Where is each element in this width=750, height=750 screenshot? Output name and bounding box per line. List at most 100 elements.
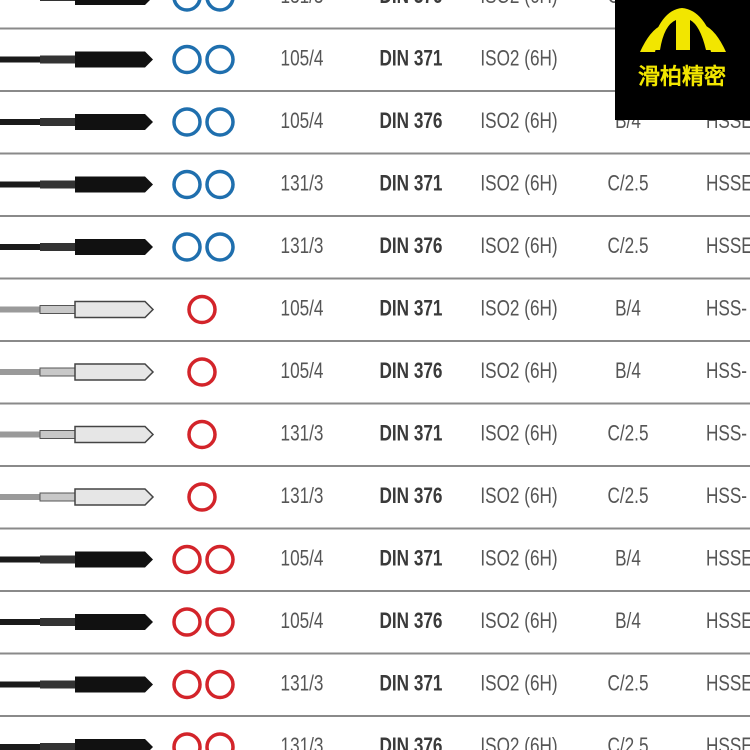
cell-text: 131/3 (281, 234, 324, 259)
table-row: 131/3 DIN 376 ISO2 (6H) C/2.5 HSSE- (0, 732, 750, 750)
tool-shank (0, 744, 70, 750)
tool-shank (0, 56, 70, 63)
logo-text: 滑柏精密 (638, 64, 726, 90)
table-row: 105/4 DIN 371 ISO2 (6H) B/4 HSSE- (0, 544, 750, 592)
tool-shank (0, 369, 70, 375)
coating-ring (205, 669, 235, 700)
tool-shank (0, 244, 70, 250)
coating-ring (187, 482, 217, 512)
table-row: 131/3 DIN 371 ISO2 (6H) C/2.5 HSSE- (0, 169, 750, 217)
coating-ring (205, 544, 235, 575)
cell-text: DIN 371 (380, 546, 443, 571)
tool-shank (0, 306, 70, 313)
tool-thread (74, 425, 155, 444)
tool-neck (40, 743, 80, 750)
cell-text: C/2.5 (607, 234, 648, 259)
cell-text: ISO2 (6H) (480, 609, 557, 634)
coating-ring (172, 232, 202, 262)
tool-shank (0, 431, 70, 438)
table-row: 131/3 DIN 376 ISO2 (6H) C/2.5 HSSE- (0, 232, 750, 280)
cell-text: DIN 376 (380, 484, 443, 509)
cell-text: DIN 371 (380, 671, 443, 696)
table-row: 105/4 DIN 371 ISO2 (6H) B/4 HSS- (0, 294, 750, 342)
cell-text: 131/3 (281, 671, 324, 696)
coating-ring (205, 107, 235, 137)
logo: 滑柏精密 (615, 0, 750, 120)
cell-text: 105/4 (281, 296, 324, 321)
cell-text: ISO2 (6H) (480, 359, 557, 384)
cell-text: HSSE- (706, 234, 750, 259)
coating-ring (172, 107, 202, 137)
cell-text: 105/4 (281, 359, 324, 384)
cell-text: HSS- (706, 421, 747, 446)
cell-text: HSS- (706, 296, 747, 321)
tool-shank (0, 556, 70, 563)
tool-shank (0, 681, 70, 688)
coating-ring (172, 44, 202, 75)
cell-text: DIN 371 (380, 421, 443, 446)
cell-text: HSSE- (706, 671, 750, 696)
cell-text: 131/3 (281, 734, 324, 750)
cell-text: ISO2 (6H) (480, 484, 557, 509)
cell-text: 105/4 (281, 546, 324, 571)
coating-ring (187, 357, 217, 387)
cell-text: 105/4 (281, 109, 324, 134)
cell-text: B/4 (615, 546, 641, 571)
cell-text: DIN 376 (380, 109, 443, 134)
coating-ring (205, 0, 235, 12)
coating-ring (205, 232, 235, 262)
coating-ring (172, 169, 202, 200)
tool-neck (40, 180, 80, 189)
cell-text: ISO2 (6H) (480, 0, 557, 8)
coating-ring (172, 732, 202, 750)
cell-text: HSSE- (706, 171, 750, 196)
cell-text: C/2.5 (607, 734, 648, 750)
coating-ring (187, 294, 217, 325)
cell-text: ISO2 (6H) (480, 234, 557, 259)
cell-text: ISO2 (6H) (480, 734, 557, 750)
tool-neck (40, 118, 80, 126)
tool-thread (75, 676, 153, 693)
coating-ring (205, 169, 235, 200)
cell-text: HSS- (706, 484, 747, 509)
cell-text: B/4 (615, 609, 641, 634)
cell-text: HSSE- (706, 546, 750, 571)
cell-text: B/4 (615, 296, 641, 321)
cell-text: C/2.5 (607, 171, 648, 196)
cell-text: ISO2 (6H) (480, 109, 557, 134)
tool-neck (39, 367, 81, 377)
tool-thread (75, 739, 153, 750)
cell-text: ISO2 (6H) (480, 671, 557, 696)
cell-text: 131/3 (281, 421, 324, 446)
cell-text: DIN 376 (380, 734, 443, 750)
tool-thread (75, 614, 153, 630)
cell-text: HSSE- (706, 734, 750, 750)
tool-thread (75, 0, 150, 5)
cell-text: 131/3 (281, 0, 324, 8)
cell-text: DIN 376 (380, 234, 443, 259)
table-row: 105/4 DIN 371 ISO2 (6H) (0, 44, 750, 92)
cell-text: DIN 371 (380, 296, 443, 321)
cell-text: B/4 (615, 359, 641, 384)
table-row: 131/3 DIN 371 ISO2 (6H) C/2.5 HSS- (0, 419, 750, 467)
coating-ring (172, 544, 202, 575)
tool-neck (39, 492, 81, 502)
table-row: 131/3 DIN 371 ISO2 (6H) C/2.5 HSSE- (0, 669, 750, 717)
cell-text: DIN 376 (380, 609, 443, 634)
cell-text: 105/4 (281, 46, 324, 71)
cell-text: 105/4 (281, 609, 324, 634)
tool-thread (75, 114, 153, 130)
cell-text: ISO2 (6H) (480, 46, 557, 71)
tool-shank (0, 181, 70, 188)
tool-neck (39, 305, 81, 314)
tool-thread (74, 300, 155, 319)
cell-text: ISO2 (6H) (480, 421, 557, 446)
cell-text: C/2.5 (607, 484, 648, 509)
coating-ring (172, 0, 202, 12)
coating-ring (205, 732, 235, 750)
tool-neck (40, 618, 80, 626)
tool-thread (74, 488, 155, 506)
